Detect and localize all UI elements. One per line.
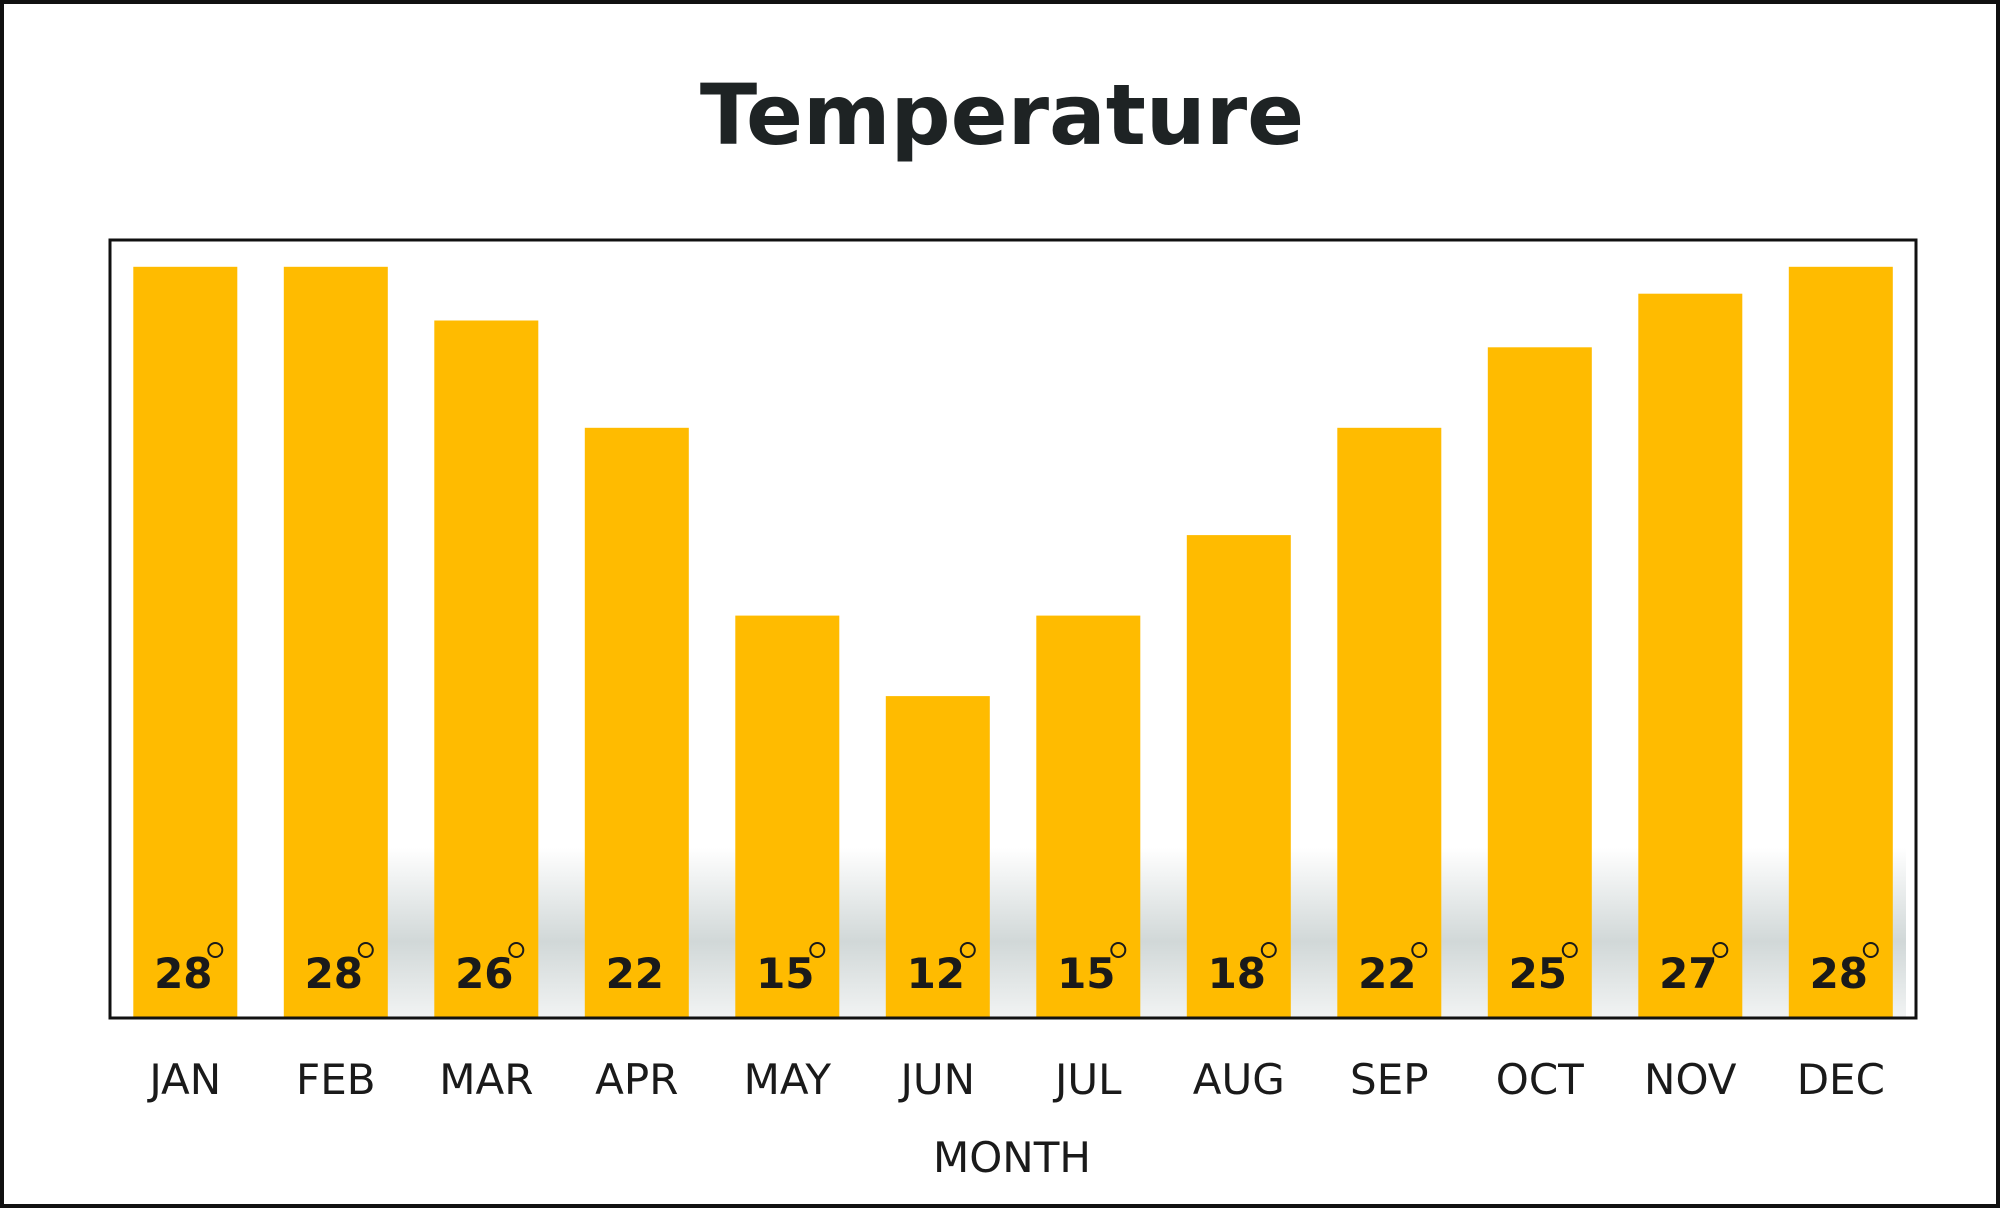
degree-mark-dec: [1862, 942, 1879, 958]
x-tick-label-jun: JUN: [898, 1055, 976, 1104]
degree-mark-jul: [1110, 942, 1127, 958]
degree-mark-may: [809, 942, 826, 958]
bar-sep: [1337, 427, 1442, 1018]
data-label-dec: 28: [1810, 949, 1868, 998]
data-label-jun: 12: [907, 949, 965, 998]
bar-may: [735, 615, 840, 1018]
data-label-apr: 22: [606, 949, 664, 998]
bar-mar: [434, 320, 539, 1018]
x-tick-label-apr: APR: [595, 1055, 678, 1104]
degree-mark-aug: [1260, 942, 1277, 958]
x-tick-label-may: MAY: [744, 1055, 832, 1104]
bar-jan: [133, 266, 238, 1018]
degree-mark-nov: [1712, 942, 1729, 958]
bar-oct: [1487, 347, 1592, 1018]
bar-nov: [1638, 293, 1743, 1018]
data-label-aug: 18: [1208, 949, 1266, 998]
data-label-mar: 26: [455, 949, 513, 998]
bars-layer: [133, 266, 1893, 1018]
bar-aug: [1186, 535, 1291, 1018]
data-label-jul: 15: [1057, 949, 1115, 998]
x-tick-label-aug: AUG: [1193, 1055, 1285, 1104]
x-tick-label-nov: NOV: [1644, 1055, 1737, 1104]
x-tick-label-oct: OCT: [1496, 1055, 1584, 1104]
data-label-may: 15: [756, 949, 814, 998]
x-tick-label-mar: MAR: [439, 1055, 533, 1104]
data-label-feb: 28: [305, 949, 363, 998]
x-tick-label-sep: SEP: [1350, 1055, 1429, 1104]
degree-mark-oct: [1561, 942, 1578, 958]
bar-jul: [1036, 615, 1141, 1018]
bar-feb: [283, 266, 388, 1018]
x-tick-label-jul: JUL: [1052, 1055, 1122, 1104]
data-label-sep: 22: [1358, 949, 1416, 998]
degree-mark-mar: [508, 942, 525, 958]
x-tick-label-dec: DEC: [1797, 1055, 1885, 1104]
bar-jun: [885, 696, 990, 1018]
degree-mark-jan: [207, 942, 224, 958]
data-label-nov: 27: [1659, 949, 1717, 998]
degree-mark-jun: [959, 942, 976, 958]
plot-area-border: [108, 238, 1918, 1020]
data-label-jan: 28: [154, 949, 212, 998]
degree-mark-feb: [357, 942, 374, 958]
chart-title: Temperature: [700, 66, 1304, 164]
data-labels-layer: 28 28 26 22 15 12 15 18 22 25 27 28: [154, 942, 1879, 998]
degree-mark-sep: [1411, 942, 1428, 958]
bar-dec: [1788, 266, 1893, 1018]
data-label-oct: 25: [1509, 949, 1567, 998]
chart-svg: Temperature 28 28 26 22 15 12 15 18 22 25 27 28 JAN…: [108, 66, 1918, 1182]
x-tick-label-jan: JAN: [146, 1055, 221, 1104]
x-tick-label-feb: FEB: [296, 1055, 376, 1104]
bar-apr: [584, 427, 689, 1018]
x-axis-title: MONTH: [933, 1133, 1091, 1182]
x-tick-labels: JAN FEB MAR APR MAY JUN JUL AUG SEP OCT NOV DEC: [146, 1055, 1885, 1104]
